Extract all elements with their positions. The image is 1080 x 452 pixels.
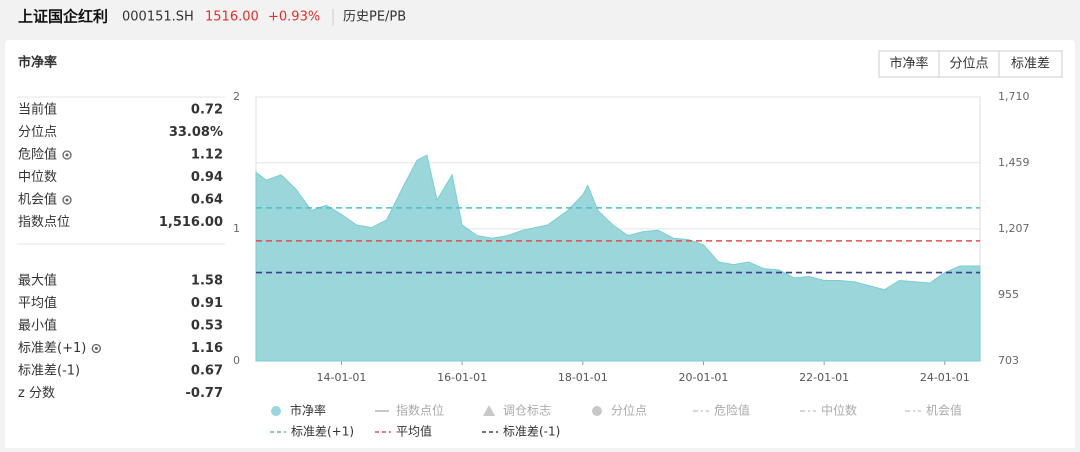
x-tick-label: 14-01-01 — [317, 371, 367, 384]
stat-label: 平均值 — [18, 295, 57, 311]
stat-label: 最大值 — [18, 273, 57, 289]
stat-value: 0.64 — [191, 193, 223, 208]
legend-label[interactable]: 市净率 — [290, 403, 326, 418]
stat-label: 标准差(-1) — [18, 364, 80, 379]
panel-title: 市净率 — [18, 55, 57, 71]
legend-marker[interactable] — [592, 406, 602, 416]
tab-button[interactable] — [998, 50, 1063, 78]
x-tick-label: 22-01-01 — [799, 371, 849, 384]
index-code: 000151.SH — [122, 10, 194, 25]
stat-label: 分位点 — [18, 125, 57, 140]
stat-value: 0.53 — [191, 319, 223, 334]
tab-button-label[interactable]: 标准差 — [1011, 57, 1050, 72]
legend-label[interactable]: 标准差(-1) — [503, 425, 560, 439]
legend-label[interactable]: 平均值 — [396, 424, 432, 439]
stat-label: 标准差(+1) — [18, 341, 86, 356]
stat-label: 中位数 — [18, 170, 57, 185]
settings-icon[interactable] — [91, 343, 101, 354]
stat-value: 1.16 — [191, 341, 223, 356]
y2-tick-label: 1,207 — [998, 222, 1030, 235]
stat-value: 0.91 — [191, 296, 223, 311]
y2-tick-label: 955 — [998, 288, 1019, 301]
legend-label[interactable]: 指数点位 — [396, 403, 444, 418]
tab-button-label[interactable]: 分位点 — [949, 57, 988, 72]
history-tab[interactable]: 历史PE/PB — [343, 10, 406, 25]
stat-value: 1.12 — [191, 148, 223, 163]
y-tick-label: 2 — [233, 90, 240, 103]
tab-button[interactable] — [878, 50, 940, 78]
y-tick-label: 0 — [233, 354, 240, 367]
y2-tick-label: 1,710 — [998, 90, 1030, 103]
stat-label: 最小值 — [18, 318, 57, 334]
settings-icon-dot[interactable] — [65, 198, 69, 202]
stat-label: 当前值 — [18, 102, 57, 118]
header-bar — [0, 0, 1080, 38]
stat-value: 0.72 — [191, 103, 223, 118]
stat-value: 33.08% — [169, 125, 223, 140]
legend-marker[interactable] — [483, 405, 495, 416]
stat-label: 指数点位 — [18, 215, 70, 230]
index-price: 1516.00 — [205, 10, 259, 25]
x-tick-label: 20-01-01 — [679, 371, 729, 384]
legend-label[interactable]: 分位点 — [611, 403, 647, 418]
tab-button-label[interactable]: 市净率 — [889, 56, 928, 72]
legend-label[interactable]: 中位数 — [821, 403, 857, 418]
legend-label[interactable]: 危险值 — [714, 403, 750, 418]
settings-icon-dot[interactable] — [65, 153, 69, 157]
settings-icon[interactable] — [62, 195, 72, 205]
stat-value: 0.67 — [191, 364, 223, 379]
index-change: +0.93% — [268, 10, 320, 25]
stat-label: 危险值 — [18, 147, 57, 163]
x-tick-label: 16-01-01 — [437, 371, 487, 384]
settings-icon-dot[interactable] — [94, 347, 98, 350]
legend-marker[interactable] — [271, 406, 281, 416]
x-tick-label: 24-01-01 — [920, 371, 970, 384]
stat-value: 0.94 — [191, 170, 223, 185]
legend-label[interactable]: 机会值 — [926, 403, 962, 418]
area — [255, 154, 981, 362]
legend-label[interactable]: 标准差(+1) — [291, 425, 354, 439]
stat-label: 机会值 — [18, 192, 57, 208]
stat-label: z 分数 — [18, 386, 55, 401]
stat-value: -0.77 — [186, 386, 223, 401]
y2-tick-label: 1,459 — [998, 156, 1030, 169]
settings-icon[interactable] — [62, 150, 72, 160]
stat-value: 1,516.00 — [159, 215, 223, 230]
stat-value: 1.58 — [191, 274, 223, 289]
x-tick-label: 18-01-01 — [558, 371, 608, 384]
legend-label[interactable]: 调仓标志 — [503, 404, 551, 418]
y-tick-label: 1 — [233, 222, 240, 235]
index-title: 上证国企红利 — [18, 8, 108, 26]
y2-tick-label: 703 — [998, 354, 1019, 367]
